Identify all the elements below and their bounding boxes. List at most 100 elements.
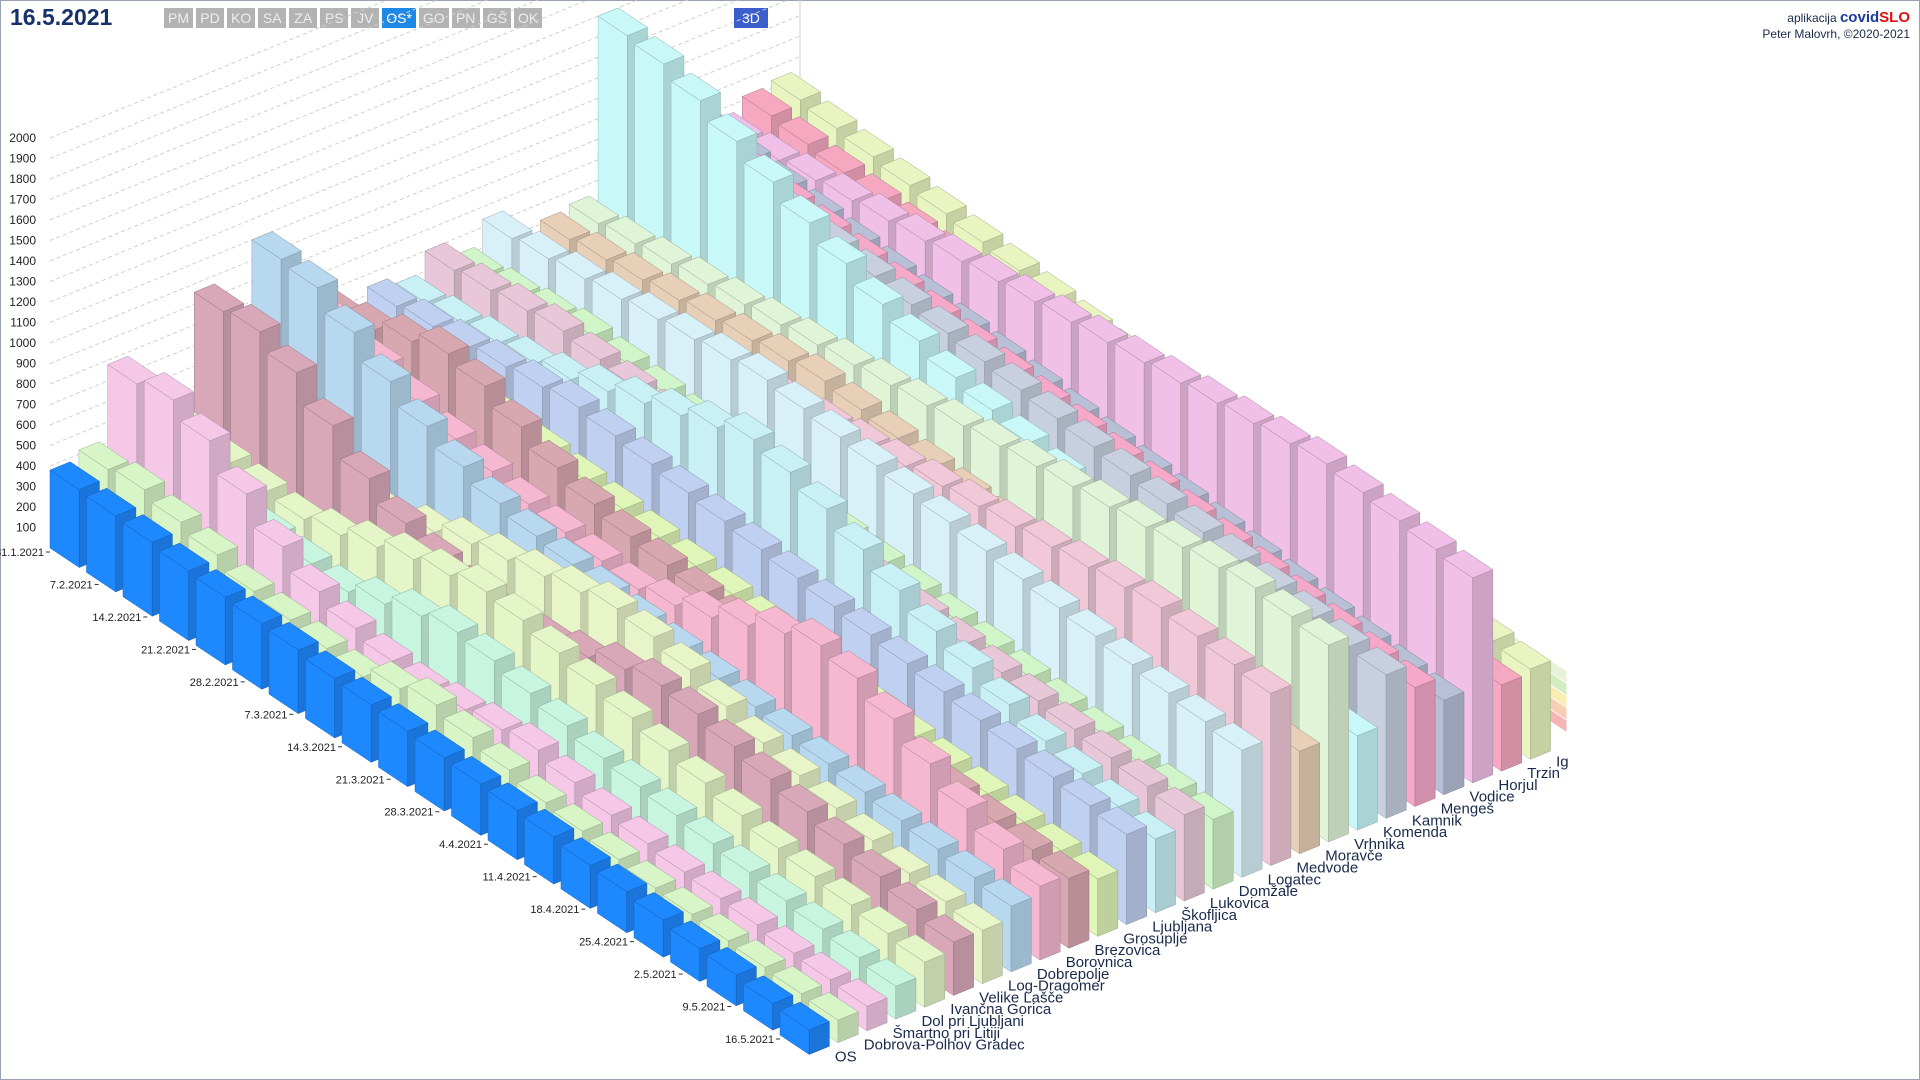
- bar-top: [780, 194, 831, 224]
- brand-covid[interactable]: covid: [1839, 9, 1880, 26]
- bar-top: [414, 729, 465, 758]
- bar-top: [731, 521, 783, 551]
- bar-top: [360, 353, 412, 382]
- bar-side: [1126, 825, 1147, 925]
- bar-top: [1116, 499, 1167, 528]
- region-tab-sa[interactable]: SA: [258, 8, 287, 28]
- x-tick-label: 7.2.2021: [50, 579, 93, 591]
- bar-side: [1155, 830, 1176, 914]
- bar-side: [1039, 877, 1061, 961]
- bar-top: [610, 759, 661, 788]
- bar-top: [216, 465, 268, 495]
- bar-top: [1241, 665, 1292, 694]
- bar-top: [1022, 519, 1073, 548]
- y-tick-label: 1200: [9, 295, 36, 309]
- series-label: OS: [835, 1048, 857, 1065]
- bar-top: [722, 312, 773, 342]
- bar-top: [1296, 436, 1348, 465]
- x-tick-label: 25.4.2021: [579, 937, 628, 949]
- bar-top: [737, 352, 789, 381]
- bar-top: [1096, 806, 1148, 835]
- bar-top: [180, 412, 231, 442]
- bar-top: [1066, 608, 1117, 637]
- bar-top: [756, 872, 807, 902]
- bar-top: [1027, 390, 1079, 420]
- bar-top: [887, 881, 938, 910]
- bar-top: [533, 303, 585, 332]
- region-tab-os[interactable]: OS*: [382, 8, 416, 28]
- bar-top: [555, 251, 606, 280]
- bar-top: [871, 792, 923, 822]
- bar-top: [564, 476, 616, 505]
- x-tick-label: 2.5.2021: [634, 969, 677, 981]
- bar-top: [464, 632, 515, 662]
- bar-top: [1095, 559, 1146, 589]
- bar-top: [287, 259, 339, 289]
- bar-top: [712, 787, 763, 817]
- bar-top: [1060, 777, 1111, 807]
- bar-top: [324, 304, 375, 333]
- bar-side: [1241, 741, 1263, 878]
- bar-top: [956, 523, 1008, 552]
- gridline: [49, 0, 539, 200]
- bar-top: [493, 592, 544, 621]
- bar-top: [821, 877, 873, 906]
- region-tab-ps[interactable]: PS: [320, 8, 349, 28]
- bar-top: [714, 276, 766, 306]
- x-tick-label: 28.2.2021: [190, 677, 239, 689]
- bar-top: [633, 892, 684, 921]
- y-tick-label: 1700: [9, 193, 36, 207]
- bar-side: [1501, 676, 1522, 772]
- bar-top: [953, 214, 1004, 243]
- y-tick-label: 700: [16, 398, 36, 412]
- bar-top: [1052, 745, 1104, 775]
- bar-top: [843, 128, 895, 158]
- bar-top: [1500, 641, 1552, 670]
- region-tab-pm[interactable]: PM: [164, 8, 193, 28]
- region-tab-pn[interactable]: PN: [451, 8, 480, 28]
- bar-top: [618, 815, 669, 845]
- bar-top: [762, 707, 813, 736]
- region-tab-pd[interactable]: PD: [196, 8, 224, 28]
- mode-3d-button[interactable]: 3D: [734, 8, 768, 28]
- series-label: Mengeš: [1441, 800, 1494, 817]
- bar-top: [954, 333, 1006, 363]
- bar-top: [807, 100, 858, 129]
- y-tick-label: 1900: [9, 152, 36, 166]
- bar-top: [768, 550, 819, 579]
- bar-top: [866, 958, 917, 987]
- bar-top: [195, 569, 246, 598]
- bar-top: [701, 332, 752, 361]
- region-tab-jv[interactable]: JV: [351, 8, 380, 28]
- region-tab-ko[interactable]: KO: [227, 8, 256, 28]
- region-tab-ok[interactable]: OK: [513, 8, 543, 28]
- bar-top: [529, 625, 581, 654]
- bar-top: [985, 498, 1036, 528]
- bar-top: [49, 461, 100, 490]
- bar-top: [850, 849, 902, 878]
- bar-top: [914, 664, 965, 693]
- bar-top: [785, 152, 837, 181]
- bar-top: [870, 562, 921, 591]
- brand-slo[interactable]: SLO: [1879, 9, 1910, 26]
- bar-side: [1097, 870, 1119, 937]
- bar-top: [950, 692, 1002, 721]
- bar-top: [814, 816, 865, 845]
- bar-top: [476, 339, 527, 368]
- bar-top: [395, 274, 447, 304]
- y-tick-label: 200: [16, 500, 36, 514]
- bar-top: [827, 650, 879, 679]
- region-tab-go[interactable]: GO: [418, 8, 449, 28]
- region-tab-za[interactable]: ZA: [289, 8, 318, 28]
- bar-top: [591, 271, 643, 300]
- bar-top: [741, 87, 793, 117]
- bar-top: [260, 591, 312, 621]
- bar-top: [847, 437, 898, 467]
- bar-top: [808, 992, 859, 1021]
- bar-top: [1100, 447, 1152, 476]
- bar-top: [989, 242, 1041, 272]
- bar-top: [362, 632, 414, 662]
- bar-top: [512, 359, 564, 388]
- region-tab-gš[interactable]: GŠ: [482, 8, 511, 28]
- bar-side: [1328, 636, 1349, 843]
